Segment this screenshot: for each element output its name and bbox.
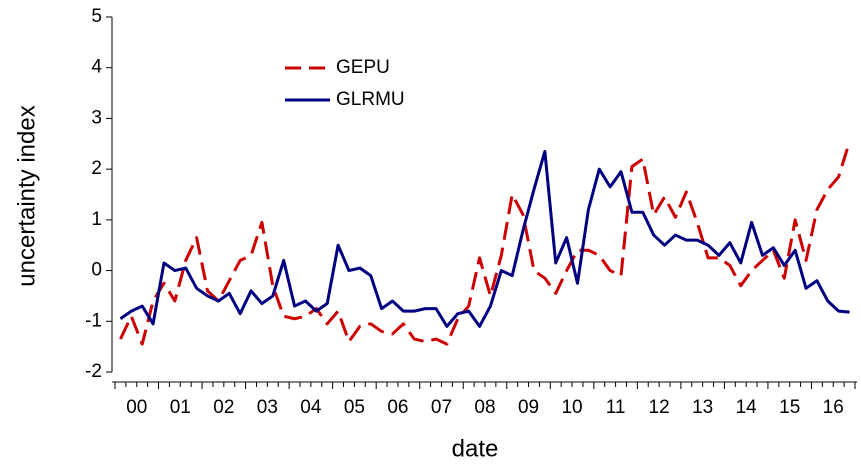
legend-label: GEPU xyxy=(336,57,390,78)
y-tick-label: 2 xyxy=(91,158,102,179)
x-tick-label: 11 xyxy=(606,397,626,418)
x-tick-label: 05 xyxy=(344,397,365,418)
x-tick-label: 00 xyxy=(126,397,147,418)
x-tick-label: 12 xyxy=(649,397,670,418)
x-tick-label: 10 xyxy=(561,397,582,418)
x-tick-label: 13 xyxy=(692,397,713,418)
x-tick-label: 03 xyxy=(257,397,278,418)
x-tick-label: 01 xyxy=(170,397,191,418)
series-line xyxy=(119,149,850,328)
y-tick-label: 5 xyxy=(91,6,102,27)
x-tick-label: 16 xyxy=(823,397,844,418)
x-tick-label: 08 xyxy=(474,397,495,418)
x-axis-label: date xyxy=(452,435,499,462)
y-tick-label: -2 xyxy=(85,361,102,382)
series-line xyxy=(119,140,851,346)
y-tick-label: -1 xyxy=(85,310,102,331)
x-tick-label: 09 xyxy=(518,397,539,418)
x-tick-label: 15 xyxy=(779,397,800,418)
legend-label: GLRMU xyxy=(336,89,405,110)
y-axis-label: uncertainty index xyxy=(13,105,40,286)
y-tick-label: 3 xyxy=(91,107,102,128)
x-tick-label: 07 xyxy=(431,397,452,418)
x-tick-label: 02 xyxy=(213,397,234,418)
y-tick-label: 1 xyxy=(91,209,102,230)
x-tick-label: 06 xyxy=(387,397,408,418)
y-tick-label: 4 xyxy=(91,57,102,78)
y-tick-label: 0 xyxy=(91,260,102,281)
x-tick-label: 14 xyxy=(736,397,758,418)
x-tick-label: 04 xyxy=(300,397,322,418)
